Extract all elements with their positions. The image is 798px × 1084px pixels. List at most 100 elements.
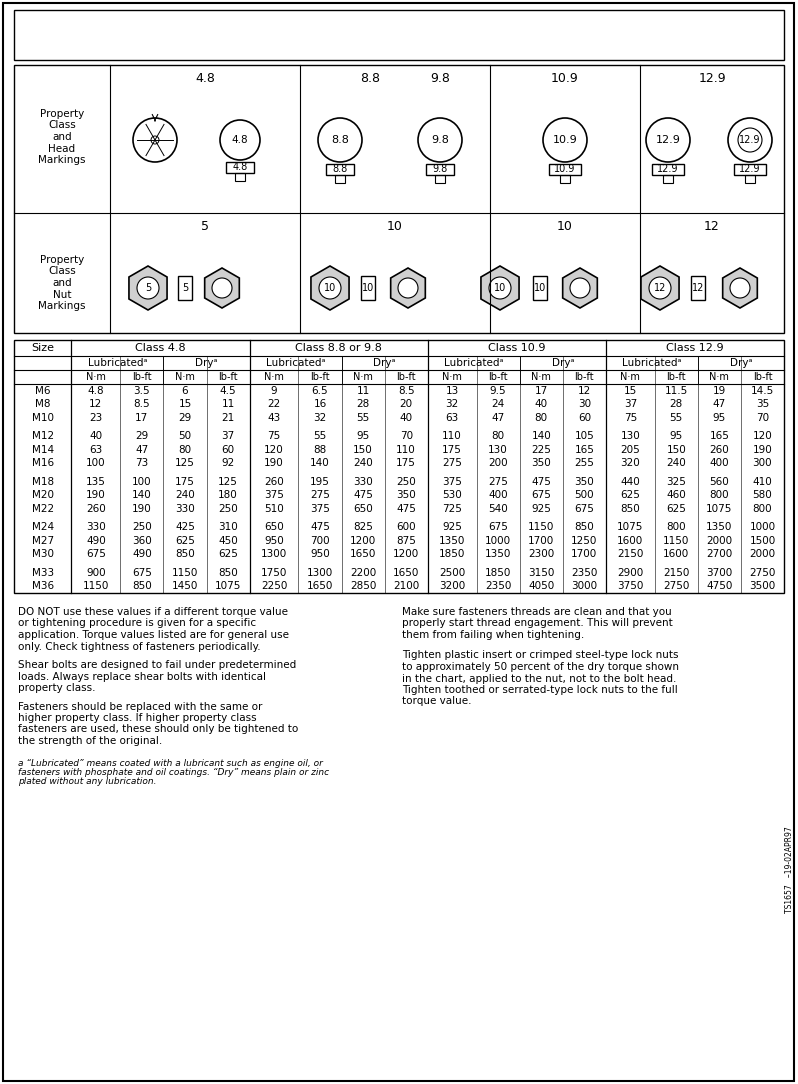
Text: 225: 225 — [531, 444, 551, 455]
Text: 260: 260 — [264, 477, 284, 487]
Text: 240: 240 — [354, 459, 373, 468]
Text: Tighten plastic insert or crimped steel-type lock nuts: Tighten plastic insert or crimped steel-… — [402, 650, 678, 660]
Text: 1650: 1650 — [393, 568, 420, 578]
Text: 900: 900 — [86, 568, 105, 578]
Text: 19: 19 — [713, 386, 726, 396]
Text: 29: 29 — [178, 413, 192, 423]
Text: 1150: 1150 — [528, 522, 555, 532]
Text: 40: 40 — [535, 399, 547, 410]
Text: lb-ft: lb-ft — [575, 372, 595, 382]
Text: 350: 350 — [397, 490, 416, 500]
Text: 1000: 1000 — [749, 522, 776, 532]
Text: 1650: 1650 — [350, 550, 377, 559]
Text: 10.9: 10.9 — [551, 72, 579, 85]
Text: the strength of the original.: the strength of the original. — [18, 736, 162, 746]
Text: 63: 63 — [89, 444, 102, 455]
Text: loads. Always replace shear bolts with identical: loads. Always replace shear bolts with i… — [18, 671, 266, 682]
Text: 70: 70 — [756, 413, 769, 423]
Text: 925: 925 — [531, 504, 551, 514]
Text: 75: 75 — [624, 413, 637, 423]
Text: 350: 350 — [575, 477, 595, 487]
Text: 330: 330 — [86, 522, 106, 532]
Text: 675: 675 — [86, 550, 106, 559]
Text: 625: 625 — [218, 550, 238, 559]
Text: 2150: 2150 — [663, 568, 689, 578]
Text: 165: 165 — [709, 431, 729, 441]
Text: 2750: 2750 — [749, 568, 776, 578]
Text: 100: 100 — [86, 459, 105, 468]
Text: 275: 275 — [310, 490, 330, 500]
Text: 2350: 2350 — [571, 568, 598, 578]
Text: 2900: 2900 — [617, 568, 643, 578]
Text: M6: M6 — [35, 386, 50, 396]
Polygon shape — [481, 266, 519, 310]
Text: 1150: 1150 — [663, 535, 689, 545]
Text: 2350: 2350 — [485, 581, 512, 591]
Text: 260: 260 — [86, 504, 106, 514]
Text: 425: 425 — [175, 522, 195, 532]
Text: 10: 10 — [557, 220, 573, 233]
Text: N·m: N·m — [442, 372, 462, 382]
Text: 20: 20 — [400, 399, 413, 410]
Text: 325: 325 — [666, 477, 686, 487]
Text: higher property class. If higher property class: higher property class. If higher propert… — [18, 713, 257, 723]
Bar — [235, 173, 245, 181]
Text: Class 4.8: Class 4.8 — [135, 343, 186, 353]
Text: 15: 15 — [624, 386, 637, 396]
Text: 3000: 3000 — [571, 581, 598, 591]
Text: 12: 12 — [692, 283, 704, 293]
Text: 2250: 2250 — [261, 581, 287, 591]
Text: Lubricatedᵃ: Lubricatedᵃ — [266, 358, 326, 367]
Text: Shear bolts are designed to fail under predetermined: Shear bolts are designed to fail under p… — [18, 660, 296, 670]
Polygon shape — [723, 268, 757, 308]
Text: a “Lubricated” means coated with a lubricant such as engine oil, or: a “Lubricated” means coated with a lubri… — [18, 759, 323, 767]
Text: M18: M18 — [32, 477, 53, 487]
Text: 1350: 1350 — [706, 522, 733, 532]
Text: 1300: 1300 — [261, 550, 287, 559]
Text: torque value.: torque value. — [402, 697, 472, 707]
Text: 260: 260 — [709, 444, 729, 455]
Text: 675: 675 — [575, 504, 595, 514]
Text: 3200: 3200 — [439, 581, 465, 591]
Text: 2100: 2100 — [393, 581, 419, 591]
Text: Dryᵃ: Dryᵃ — [729, 358, 753, 367]
Text: 9.5: 9.5 — [490, 386, 507, 396]
Text: 500: 500 — [575, 490, 595, 500]
Text: 1850: 1850 — [439, 550, 465, 559]
Text: 850: 850 — [132, 581, 152, 591]
Text: 30: 30 — [578, 399, 591, 410]
Polygon shape — [391, 268, 425, 308]
Text: Size: Size — [31, 343, 54, 353]
Text: 540: 540 — [488, 504, 508, 514]
Text: fasteners with phosphate and oil coatings. “Dry” means plain or zinc: fasteners with phosphate and oil coating… — [18, 767, 329, 777]
Text: 1200: 1200 — [393, 550, 419, 559]
Text: 12: 12 — [654, 283, 666, 293]
Text: 12.9: 12.9 — [739, 165, 760, 175]
Text: 1075: 1075 — [617, 522, 643, 532]
Text: 10: 10 — [361, 283, 374, 293]
Text: lb-ft: lb-ft — [218, 372, 238, 382]
Text: 130: 130 — [488, 444, 508, 455]
Text: in the chart, applied to the nut, not to the bolt head.: in the chart, applied to the nut, not to… — [402, 673, 677, 684]
Bar — [14, 340, 784, 593]
Text: 75: 75 — [267, 431, 281, 441]
Text: M36: M36 — [32, 581, 53, 591]
Polygon shape — [204, 268, 239, 308]
Text: 1450: 1450 — [172, 581, 198, 591]
Text: 63: 63 — [445, 413, 459, 423]
Text: 10: 10 — [324, 283, 336, 293]
Bar — [549, 164, 581, 175]
Text: M8: M8 — [35, 399, 50, 410]
Text: 1350: 1350 — [485, 550, 512, 559]
Text: 12.9: 12.9 — [656, 136, 681, 145]
Text: 675: 675 — [132, 568, 152, 578]
Text: 1300: 1300 — [307, 568, 333, 578]
Text: 5: 5 — [182, 283, 188, 293]
Text: M27: M27 — [32, 535, 53, 545]
Text: 17: 17 — [535, 386, 548, 396]
Text: 16: 16 — [314, 399, 326, 410]
Text: 95: 95 — [713, 413, 726, 423]
Text: 2150: 2150 — [617, 550, 643, 559]
Text: 4.8: 4.8 — [88, 386, 105, 396]
Text: 4050: 4050 — [528, 581, 555, 591]
